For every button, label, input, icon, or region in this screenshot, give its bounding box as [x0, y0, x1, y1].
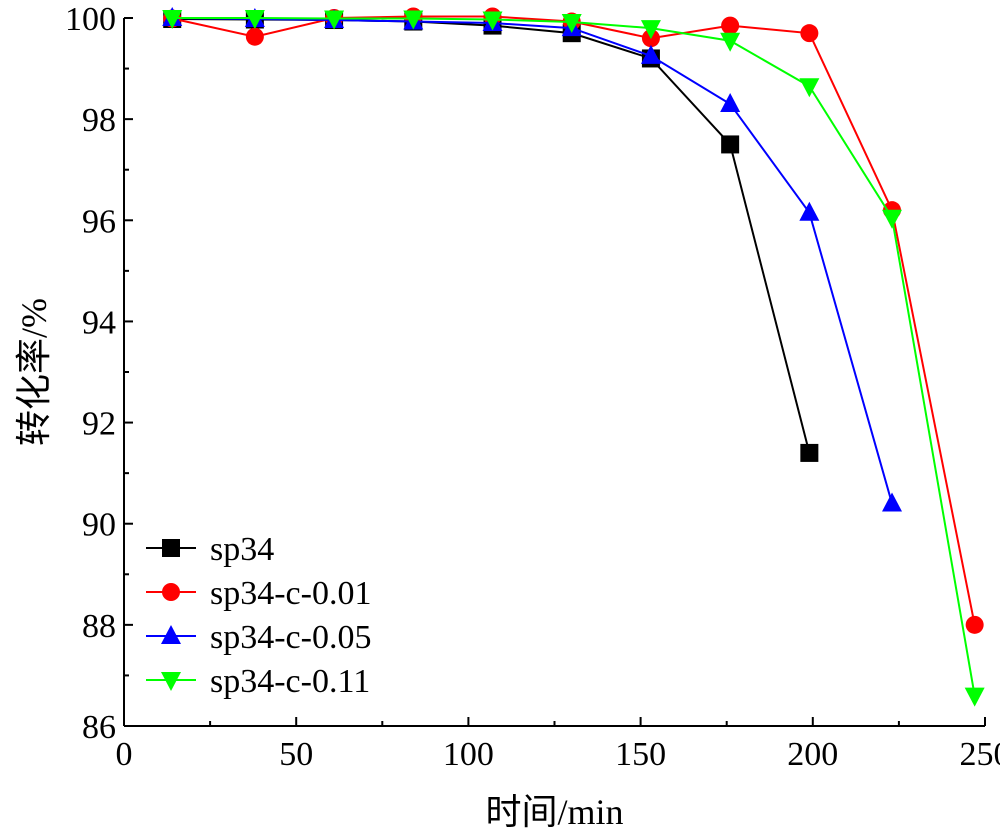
legend-label: sp34-c-0.11	[210, 663, 370, 700]
series-sp34-c-0.11	[162, 10, 985, 707]
x-tick-label: 50	[279, 736, 313, 773]
x-tick-label: 250	[960, 736, 1000, 773]
data-point	[640, 44, 661, 64]
series-line	[172, 18, 811, 454]
data-point	[324, 10, 345, 30]
x-axis-title: 时间/min	[485, 792, 623, 832]
y-tick-label: 94	[82, 304, 116, 341]
legend-label: sp34-c-0.01	[210, 575, 371, 612]
data-point	[482, 11, 503, 31]
data-point	[561, 14, 582, 34]
data-point	[244, 10, 265, 29]
y-tick-label: 88	[82, 608, 116, 645]
y-tick-label: 90	[82, 507, 116, 544]
data-point	[721, 16, 740, 35]
data-point	[799, 78, 820, 98]
legend-marker	[161, 672, 181, 691]
y-axis-title: 转化率/%	[14, 298, 54, 446]
data-point	[882, 492, 903, 512]
y-tick-label: 98	[82, 102, 116, 139]
legend-marker	[162, 539, 180, 557]
legend-label: sp34-c-0.05	[210, 619, 371, 656]
data-point	[882, 209, 903, 229]
y-tick-label: 86	[82, 709, 116, 746]
data-point	[799, 201, 820, 221]
data-point	[721, 135, 740, 154]
data-point	[964, 687, 985, 707]
data-point	[245, 27, 264, 46]
data-point	[720, 92, 741, 112]
data-point	[965, 615, 984, 634]
x-tick-label: 100	[443, 736, 494, 773]
series-line	[172, 15, 976, 626]
x-tick-label: 0	[116, 736, 133, 773]
legend-marker	[162, 583, 180, 601]
series-sp34-c-0.01	[163, 7, 984, 634]
data-point	[720, 32, 741, 52]
series-sp34-c-0.05	[162, 7, 903, 512]
x-tick-label: 150	[615, 736, 666, 773]
legend: sp34 sp34-c-0.01 sp34-c-0.05 sp34-c-0.11	[146, 531, 371, 700]
y-tick-label: 96	[82, 203, 116, 240]
y-tick-label: 92	[82, 406, 116, 443]
legend-marker	[161, 625, 181, 644]
series-line	[172, 17, 893, 504]
x-tick-label: 200	[787, 736, 838, 773]
data-point	[162, 10, 183, 29]
data-point	[640, 20, 661, 40]
data-point	[800, 24, 819, 43]
y-tick-label: 100	[65, 1, 116, 38]
series-sp34	[163, 10, 819, 462]
legend-label: sp34	[210, 531, 274, 568]
data-point	[800, 443, 819, 462]
data-point	[403, 10, 424, 30]
